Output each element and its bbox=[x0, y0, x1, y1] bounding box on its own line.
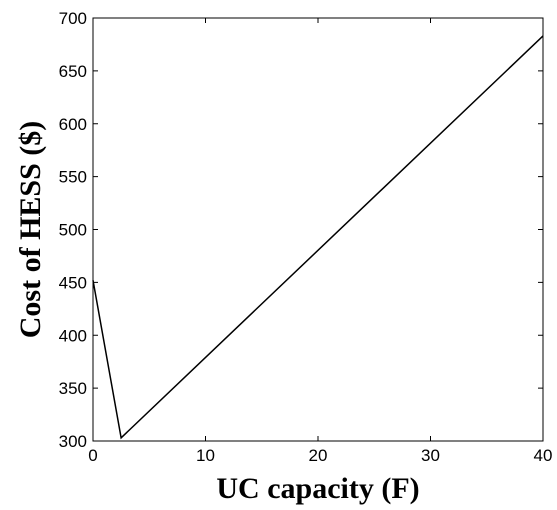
tick-labels: 0 10 20 30 40 300 350 400 450 500 550 600 650 700 bbox=[59, 9, 553, 465]
axes bbox=[92, 17, 544, 442]
y-tick-label: 500 bbox=[59, 221, 87, 240]
plot-background bbox=[93, 18, 543, 441]
y-tick-label: 350 bbox=[59, 379, 87, 398]
y-tick-label: 700 bbox=[59, 9, 87, 28]
x-tick-label: 30 bbox=[421, 446, 440, 465]
x-tick-label: 10 bbox=[196, 446, 215, 465]
x-tick-label: 40 bbox=[534, 446, 553, 465]
x-tick-label: 20 bbox=[309, 446, 328, 465]
y-tick-label: 300 bbox=[59, 432, 87, 451]
y-tick-label: 450 bbox=[59, 273, 87, 292]
y-tick-label: 550 bbox=[59, 168, 87, 187]
y-tick-label: 650 bbox=[59, 62, 87, 81]
series-layer bbox=[92, 35, 544, 440]
x-axis-label: UC capacity (F) bbox=[216, 472, 419, 505]
y-axis-label: Cost of HESS ($) bbox=[14, 121, 47, 339]
x-tick-label: 0 bbox=[88, 446, 97, 465]
plot-area bbox=[93, 18, 543, 441]
y-tick-label: 600 bbox=[59, 115, 87, 134]
y-tick-label: 400 bbox=[59, 326, 87, 345]
series-line-0 bbox=[92, 35, 544, 440]
